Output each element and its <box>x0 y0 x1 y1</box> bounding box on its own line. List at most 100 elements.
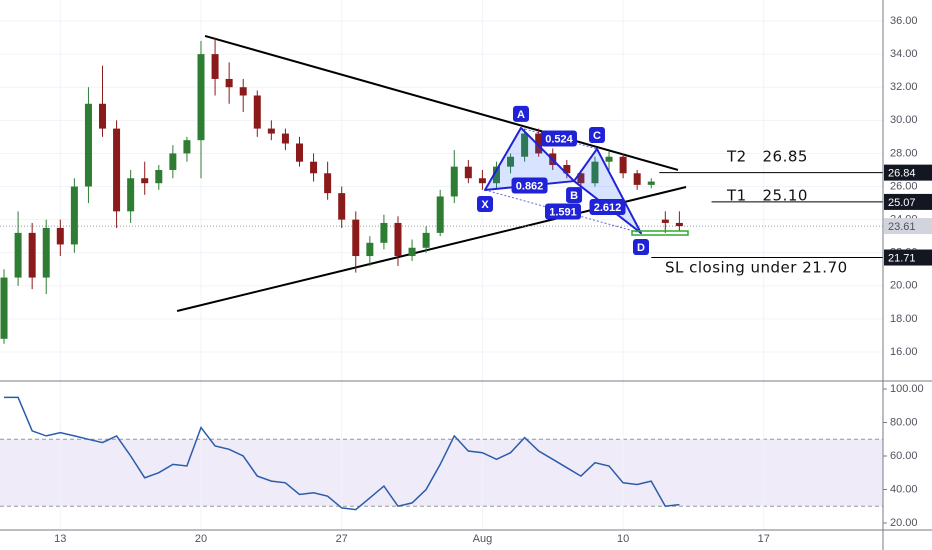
candle-body <box>478 178 486 184</box>
level-badge <box>884 193 932 210</box>
y-tick-label: 28.00 <box>890 147 918 159</box>
candle-body <box>239 87 247 96</box>
candle-body <box>281 133 289 144</box>
y-tick-label: 16.00 <box>890 346 918 358</box>
y-tick-label: 30.00 <box>890 114 918 126</box>
x-tick-label: 17 <box>758 533 770 545</box>
ratio-label: 2.612 <box>594 202 622 214</box>
entry-zone <box>631 230 689 236</box>
point-label: A <box>517 109 525 121</box>
level-label: 26.84 <box>888 168 916 180</box>
level-badge <box>884 249 932 266</box>
candle-body <box>605 156 613 162</box>
candle-body <box>492 166 500 184</box>
last-price-label: 23.61 <box>888 221 916 233</box>
point-box <box>632 239 649 256</box>
annotation: T2 26.85 <box>726 148 808 166</box>
candle-body <box>591 161 599 184</box>
ratio-box <box>589 199 626 216</box>
candle-body <box>141 178 149 184</box>
candle-body <box>42 227 50 278</box>
ratio-label: 0.862 <box>516 180 544 192</box>
y-tick-label: 80.00 <box>890 416 918 428</box>
candle-body <box>619 156 627 174</box>
y-tick-label: 18.00 <box>890 313 918 325</box>
point-label: X <box>481 199 489 211</box>
candle-body <box>633 173 641 185</box>
candle-body <box>127 178 135 212</box>
point-box <box>566 187 583 204</box>
x-tick-label: 10 <box>617 533 629 545</box>
candle-body <box>675 222 683 227</box>
y-tick-label: 36.00 <box>890 15 918 27</box>
trendline <box>204 34 679 171</box>
ratio-box <box>511 177 548 194</box>
annotation: T1 25.10 <box>726 187 808 205</box>
candle-body <box>422 232 430 248</box>
candle-body <box>113 128 121 212</box>
plot-area: 0.862 0.524 1.591 2.612 X A B C D <box>0 34 883 511</box>
candle-body <box>577 173 585 184</box>
candle-body <box>394 222 402 257</box>
rsi-band <box>0 439 883 507</box>
candle-body <box>535 133 543 154</box>
candle-body <box>155 169 163 184</box>
ratio-label: 0.524 <box>545 133 573 145</box>
candle-body <box>99 103 107 129</box>
point-label: B <box>570 190 578 202</box>
x-tick-label: Aug <box>473 533 493 545</box>
candle-body <box>338 193 346 220</box>
candle-body <box>84 103 92 187</box>
candle-body <box>267 128 275 134</box>
pattern-ratio-line <box>520 127 598 150</box>
candle-body <box>14 232 22 278</box>
level-label: 25.07 <box>888 197 916 209</box>
y-tick-label: 40.00 <box>890 483 918 495</box>
x-tick-label: 27 <box>336 533 348 545</box>
candle-body <box>310 161 318 174</box>
candle-body <box>450 166 458 197</box>
point-label: C <box>593 130 601 142</box>
candle-body <box>295 143 303 162</box>
level-label: 21.71 <box>888 252 916 264</box>
candle-body <box>225 78 233 88</box>
ratio-label: 1.591 <box>549 206 577 218</box>
x-tick-label: 20 <box>195 533 207 545</box>
ratio-box <box>545 203 582 220</box>
candle-body <box>366 242 374 257</box>
candle-body <box>563 165 571 174</box>
ratio-box <box>540 130 577 147</box>
last-price-badge <box>884 218 932 235</box>
candle-body <box>183 140 191 154</box>
point-label: D <box>637 242 645 254</box>
level-badge <box>884 164 932 181</box>
candle-body <box>661 219 669 223</box>
candle-body <box>521 133 529 157</box>
candle-body <box>56 227 64 245</box>
candle-body <box>70 186 78 245</box>
point-box <box>477 196 494 212</box>
candle-body <box>211 54 219 79</box>
candle-body <box>352 219 360 257</box>
candle-body <box>0 277 8 339</box>
candle-body <box>28 232 36 278</box>
y-tick-label: 26.00 <box>890 180 918 192</box>
candle-body <box>169 153 177 170</box>
candle-body <box>408 247 416 257</box>
y-tick-label: 20.00 <box>890 517 918 529</box>
y-tick-label: 20.00 <box>890 280 918 292</box>
candle-body <box>324 173 332 194</box>
x-tick-label: 13 <box>54 533 66 545</box>
point-box <box>512 105 529 122</box>
candle-body <box>507 156 515 167</box>
grid <box>0 0 883 530</box>
candle-body <box>197 54 205 141</box>
point-box <box>588 126 605 143</box>
candle-body <box>647 181 655 185</box>
candle-body <box>253 95 261 129</box>
candle-body <box>436 196 444 233</box>
annotation: SL closing under 21.70 <box>665 259 848 277</box>
axes: 16.0018.0020.0022.0024.0026.0028.0030.00… <box>54 15 932 545</box>
